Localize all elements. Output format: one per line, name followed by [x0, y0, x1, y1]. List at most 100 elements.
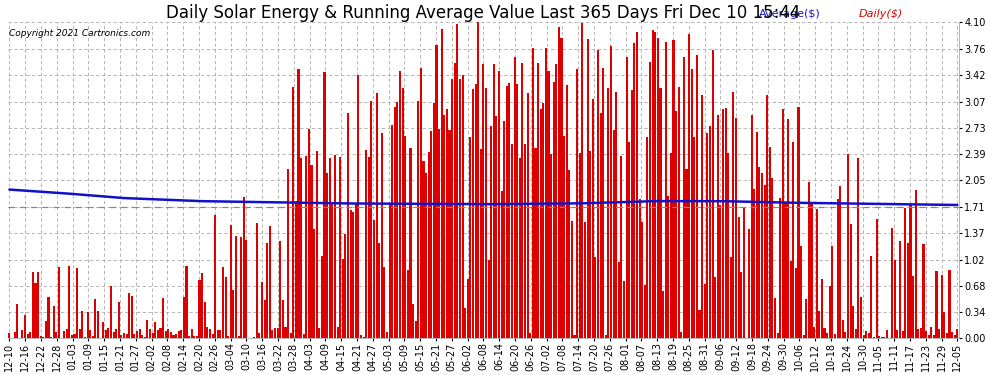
Bar — [134, 334, 136, 338]
Bar — [940, 276, 942, 338]
Bar — [308, 129, 310, 338]
Bar — [378, 243, 380, 338]
Bar — [227, 336, 230, 338]
Bar — [720, 205, 722, 338]
Bar — [246, 240, 248, 338]
Bar — [269, 226, 271, 338]
Bar — [821, 279, 823, 338]
Bar — [646, 137, 648, 338]
Bar — [792, 142, 794, 338]
Bar — [55, 332, 57, 338]
Bar — [763, 186, 765, 338]
Bar — [144, 337, 146, 338]
Bar — [579, 153, 581, 338]
Bar — [459, 79, 461, 338]
Bar — [225, 276, 227, 338]
Bar — [35, 283, 37, 338]
Bar — [92, 336, 94, 338]
Bar — [680, 332, 682, 338]
Bar — [415, 321, 417, 338]
Bar — [217, 330, 219, 338]
Bar — [852, 306, 854, 338]
Bar — [748, 230, 750, 338]
Bar — [284, 327, 286, 338]
Bar — [709, 126, 711, 338]
Bar — [659, 88, 661, 338]
Bar — [530, 333, 532, 338]
Bar — [742, 207, 744, 338]
Bar — [662, 291, 664, 338]
Bar — [672, 40, 674, 338]
Bar — [493, 64, 495, 338]
Bar — [266, 243, 268, 338]
Bar — [618, 262, 620, 338]
Bar — [667, 196, 669, 338]
Bar — [527, 93, 529, 338]
Bar — [480, 148, 482, 338]
Bar — [485, 88, 487, 338]
Bar — [565, 85, 567, 338]
Bar — [433, 103, 435, 338]
Bar — [201, 273, 203, 338]
Bar — [865, 331, 867, 338]
Bar — [318, 328, 321, 338]
Bar — [896, 330, 899, 338]
Bar — [220, 330, 222, 338]
Bar — [555, 64, 557, 338]
Bar — [71, 335, 73, 338]
Bar — [543, 104, 545, 338]
Bar — [649, 63, 651, 338]
Bar — [506, 86, 508, 338]
Bar — [448, 130, 450, 338]
Bar — [367, 157, 370, 338]
Bar — [446, 109, 447, 338]
Bar — [730, 256, 732, 338]
Bar — [532, 48, 534, 338]
Bar — [464, 308, 466, 338]
Bar — [340, 157, 342, 338]
Bar — [159, 328, 161, 338]
Bar — [846, 154, 849, 338]
Bar — [324, 72, 326, 338]
Bar — [32, 272, 34, 338]
Bar — [547, 71, 549, 338]
Bar — [849, 224, 851, 338]
Bar — [683, 57, 685, 338]
Title: Daily Solar Energy & Running Average Value Last 365 Days Fri Dec 10 15:44: Daily Solar Energy & Running Average Val… — [166, 4, 801, 22]
Bar — [222, 267, 224, 338]
Bar — [753, 189, 755, 338]
Bar — [357, 75, 359, 338]
Bar — [832, 246, 834, 338]
Bar — [654, 32, 656, 338]
Bar — [920, 328, 922, 338]
Bar — [52, 306, 54, 338]
Bar — [844, 332, 846, 338]
Bar — [175, 334, 177, 338]
Bar — [824, 328, 826, 338]
Bar — [816, 209, 818, 338]
Bar — [699, 310, 701, 338]
Bar — [365, 150, 367, 338]
Bar — [600, 113, 602, 338]
Bar — [425, 172, 427, 338]
Bar — [386, 333, 388, 338]
Bar — [803, 334, 805, 338]
Bar — [438, 129, 441, 338]
Bar — [771, 178, 773, 338]
Bar — [444, 115, 446, 338]
Bar — [509, 83, 511, 338]
Bar — [428, 152, 430, 338]
Bar — [177, 332, 180, 338]
Bar — [118, 302, 120, 338]
Bar — [925, 332, 928, 338]
Bar — [576, 69, 578, 338]
Bar — [829, 286, 831, 338]
Bar — [860, 297, 862, 338]
Bar — [870, 256, 872, 338]
Bar — [931, 327, 933, 338]
Bar — [105, 330, 107, 338]
Bar — [615, 92, 617, 338]
Bar — [469, 137, 471, 338]
Bar — [573, 335, 575, 338]
Bar — [107, 328, 110, 338]
